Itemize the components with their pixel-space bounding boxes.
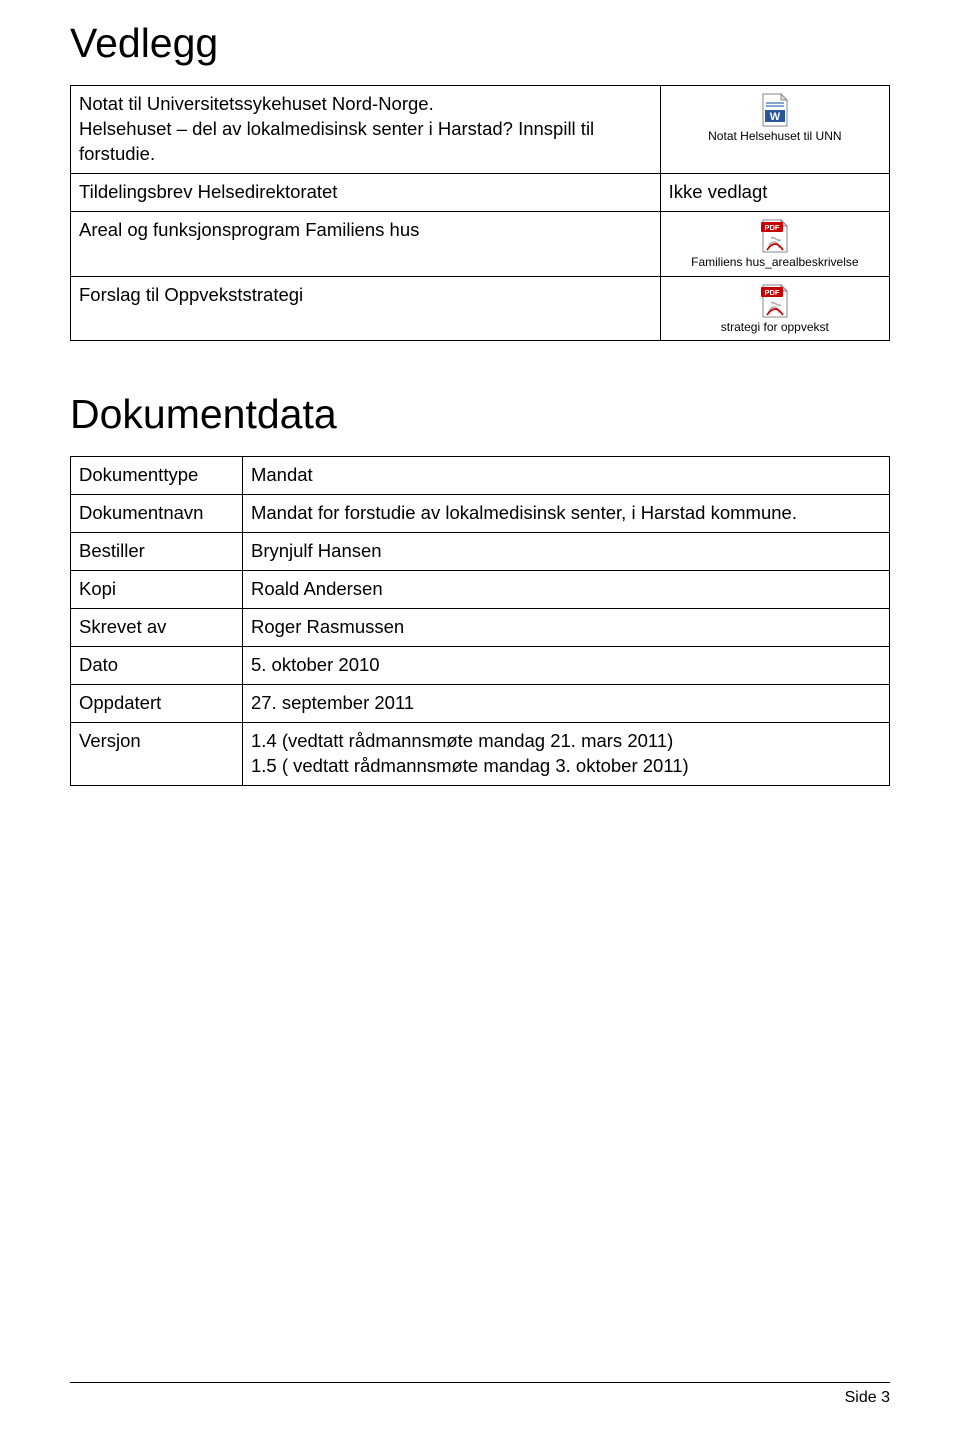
page-footer: Side 3 [70, 1382, 890, 1407]
docdata-value: Roger Rasmussen [242, 609, 889, 647]
pdf-doc-icon: PDF [757, 283, 793, 319]
footer-divider [70, 1382, 890, 1383]
docdata-value: 1.4 (vedtatt rådmannsmøte mandag 21. mar… [242, 723, 889, 786]
docdata-label: Oppdatert [71, 685, 243, 723]
docdata-row: DokumentnavnMandat for forstudie av loka… [71, 495, 890, 533]
docdata-label: Skrevet av [71, 609, 243, 647]
docdata-value: Brynjulf Hansen [242, 533, 889, 571]
docdata-label: Versjon [71, 723, 243, 786]
attachment-icon-wrap: W Notat Helsehuset til UNN [669, 92, 881, 144]
attachment-row: Tildelingsbrev HelsedirektoratetIkke ved… [71, 173, 890, 211]
docdata-row: Dato5. oktober 2010 [71, 647, 890, 685]
docdata-value: Mandat for forstudie av lokalmedisinsk s… [242, 495, 889, 533]
docdata-label: Dokumenttype [71, 457, 243, 495]
heading-dokumentdata: Dokumentdata [70, 391, 890, 438]
svg-text:PDF: PDF [764, 223, 779, 232]
docdata-value: 5. oktober 2010 [242, 647, 889, 685]
attachment-icon-label: Familiens hus_arealbeskrivelse [691, 256, 858, 270]
attachment-description: Notat til Universitetssykehuset Nord-Nor… [71, 86, 661, 174]
docdata-value: Mandat [242, 457, 889, 495]
attachment-description: Tildelingsbrev Helsedirektoratet [71, 173, 661, 211]
attachment-text-value: Ikke vedlagt [660, 173, 889, 211]
attachment-icon-wrap: PDF Familiens hus_arealbeskrivelse [669, 218, 881, 270]
attachment-description: Forslag til Oppvekststrategi [71, 276, 661, 341]
attachment-description: Areal og funksjonsprogram Familiens hus [71, 211, 661, 276]
attachment-icon-cell: PDF Familiens hus_arealbeskrivelse [660, 211, 889, 276]
attachment-icon-cell: W Notat Helsehuset til UNN [660, 86, 889, 174]
attachment-row: Areal og funksjonsprogram Familiens hus … [71, 211, 890, 276]
attachment-row: Notat til Universitetssykehuset Nord-Nor… [71, 86, 890, 174]
attachments-table: Notat til Universitetssykehuset Nord-Nor… [70, 85, 890, 341]
docdata-row: Versjon1.4 (vedtatt rådmannsmøte mandag … [71, 723, 890, 786]
attachment-icon-label: strategi for oppvekst [721, 321, 829, 335]
docdata-label: Dokumentnavn [71, 495, 243, 533]
docdata-label: Kopi [71, 571, 243, 609]
page-number: Side 3 [70, 1389, 890, 1407]
pdf-doc-icon: PDF [757, 218, 793, 254]
docdata-row: DokumenttypeMandat [71, 457, 890, 495]
attachment-icon-wrap: PDF strategi for oppvekst [669, 283, 881, 335]
attachment-row: Forslag til Oppvekststrategi PDF strateg… [71, 276, 890, 341]
docdata-row: BestillerBrynjulf Hansen [71, 533, 890, 571]
docdata-row: KopiRoald Andersen [71, 571, 890, 609]
attachment-icon-cell: PDF strategi for oppvekst [660, 276, 889, 341]
svg-text:PDF: PDF [764, 288, 779, 297]
svg-text:W: W [770, 111, 781, 123]
dokumentdata-table: DokumenttypeMandatDokumentnavnMandat for… [70, 456, 890, 786]
docdata-value: 27. september 2011 [242, 685, 889, 723]
docdata-label: Dato [71, 647, 243, 685]
word-doc-icon: W [757, 92, 793, 128]
docdata-row: Skrevet avRoger Rasmussen [71, 609, 890, 647]
document-page: Vedlegg Notat til Universitetssykehuset … [0, 0, 960, 1442]
docdata-label: Bestiller [71, 533, 243, 571]
docdata-row: Oppdatert27. september 2011 [71, 685, 890, 723]
attachment-icon-label: Notat Helsehuset til UNN [708, 130, 841, 144]
heading-vedlegg: Vedlegg [70, 20, 890, 67]
docdata-value: Roald Andersen [242, 571, 889, 609]
